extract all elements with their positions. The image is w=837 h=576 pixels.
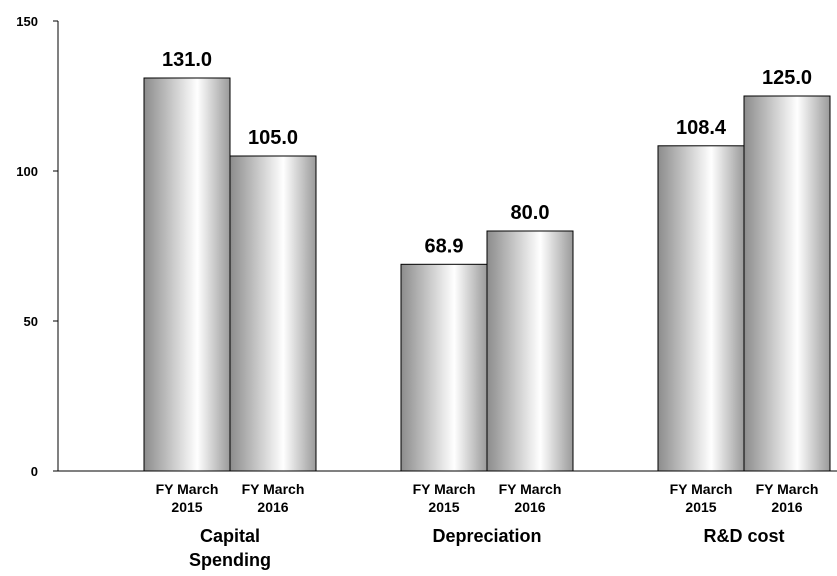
x-tick-label: FY March 2015 — [670, 481, 733, 515]
bar-value-label: 125.0 — [762, 67, 812, 89]
group-label-line: Spending — [189, 550, 271, 570]
x-tick-label-line: FY March — [413, 481, 476, 497]
x-tick-label-line: FY March — [242, 481, 305, 497]
x-tick-label-line: 2016 — [771, 499, 802, 515]
group-label-line: Capital — [200, 526, 260, 546]
bars — [143, 77, 831, 472]
y-tick-label: 150 — [16, 14, 38, 29]
bar — [657, 145, 745, 472]
x-tick-label-line: 2015 — [685, 499, 716, 515]
x-tick-label-line: 2015 — [428, 499, 459, 515]
group-label-line: R&D cost — [703, 526, 784, 546]
x-tick-label-line: FY March — [670, 481, 733, 497]
bar-value-label: 80.0 — [511, 202, 550, 224]
y-tick-label: 50 — [24, 314, 38, 329]
x-tick-label-line: 2016 — [257, 499, 288, 515]
group-label: R&D cost — [703, 526, 784, 546]
y-tick-label: 100 — [16, 164, 38, 179]
x-tick-label: FY March 2016 — [499, 481, 562, 515]
group-label: Capital Spending — [189, 526, 271, 570]
bar-value-label: 105.0 — [248, 127, 298, 149]
labels: 131.0 FY March 2015 105.0 FY March 2016 Capita… — [156, 49, 819, 570]
x-tick-label-line: FY March — [756, 481, 819, 497]
bar-value-label: 131.0 — [162, 49, 212, 71]
group-label: Depreciation — [432, 526, 541, 546]
group-label-line: Depreciation — [432, 526, 541, 546]
x-tick-label: FY March 2016 — [242, 481, 305, 515]
x-tick-label-line: 2016 — [514, 499, 545, 515]
x-tick-label: FY March 2015 — [156, 481, 219, 515]
bar — [229, 155, 317, 472]
x-tick-label-line: FY March — [499, 481, 562, 497]
bar-value-label: 68.9 — [425, 235, 464, 257]
x-tick-label-line: FY March — [156, 481, 219, 497]
bar — [743, 95, 831, 472]
y-tick-label: 0 — [31, 464, 38, 479]
x-tick-label: FY March 2016 — [756, 481, 819, 515]
bar — [400, 263, 488, 472]
bar-value-label: 108.4 — [676, 117, 727, 139]
bar — [143, 77, 231, 472]
x-tick-label-line: 2015 — [171, 499, 202, 515]
x-tick-label: FY March 2015 — [413, 481, 476, 515]
bar — [486, 230, 574, 472]
